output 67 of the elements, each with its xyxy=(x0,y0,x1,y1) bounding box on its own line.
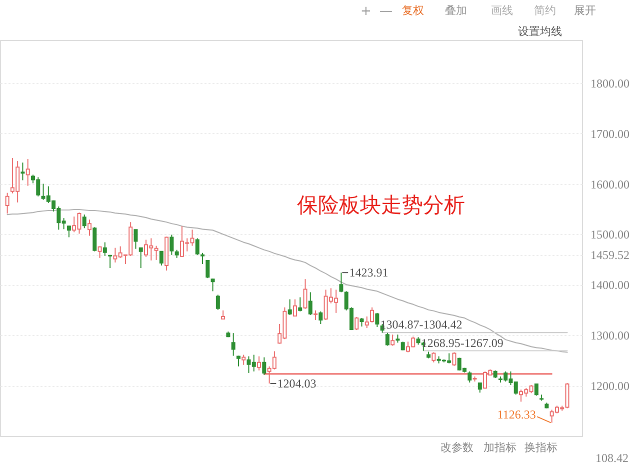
candlestick xyxy=(134,229,138,250)
candlestick xyxy=(565,382,570,409)
candlestick xyxy=(82,214,86,229)
y-tick-label: 1500.00 xyxy=(590,228,630,242)
candlestick xyxy=(242,354,246,366)
candlestick xyxy=(534,384,538,396)
candlestick xyxy=(354,316,359,331)
candlestick xyxy=(292,298,297,317)
candlestick xyxy=(298,296,302,312)
candlestick xyxy=(375,312,380,328)
text: 加指标 xyxy=(484,441,516,454)
annotation: 1423.91 xyxy=(349,266,388,280)
candlestick xyxy=(159,250,164,266)
text: 设置均线 xyxy=(518,25,562,38)
candlestick xyxy=(170,234,174,256)
candlestick xyxy=(390,334,395,346)
candlestick xyxy=(262,356,266,376)
candlestick xyxy=(468,370,472,384)
text: 复权 xyxy=(402,4,424,17)
annotation: 1204.03 xyxy=(277,376,316,391)
candlestick xyxy=(92,226,97,252)
candlestick xyxy=(206,259,210,279)
candlestick xyxy=(66,225,71,238)
candlestick xyxy=(288,298,292,316)
annotation: 1126.33 xyxy=(497,408,536,422)
candlestick xyxy=(108,254,112,269)
annotation: 1268.95-1267.09 xyxy=(421,336,504,350)
candlestick xyxy=(195,238,200,256)
candlestick xyxy=(210,278,215,292)
text: + xyxy=(360,4,372,19)
candlestick xyxy=(318,310,323,325)
candlestick xyxy=(257,356,262,371)
candlestick xyxy=(231,332,236,356)
candlestick xyxy=(138,247,143,269)
y-tick-label: 1600.00 xyxy=(590,177,630,192)
y-tick-label: 1300.00 xyxy=(590,328,630,343)
text: 改参数 xyxy=(440,441,474,454)
candlestick xyxy=(314,310,318,320)
candlestick xyxy=(308,292,312,316)
text: 保险板块走势分析 xyxy=(297,193,465,217)
candlestick xyxy=(88,219,92,236)
text: 108.42 xyxy=(596,451,628,465)
candlestick xyxy=(303,278,308,310)
y-tick-label: 1700.00 xyxy=(590,126,630,141)
candlestick xyxy=(221,310,226,320)
candlestick xyxy=(102,242,107,256)
text: 简约 xyxy=(534,4,556,17)
y-tick-label: 1400.00 xyxy=(590,278,630,292)
candlestick xyxy=(20,162,25,181)
text: 画线 xyxy=(491,4,513,17)
text: 换指标 xyxy=(524,441,558,454)
y-tick-label: 1200.00 xyxy=(590,379,630,394)
candlestick xyxy=(200,252,205,264)
candlestick xyxy=(26,158,30,186)
candlestick xyxy=(385,332,390,346)
y-tick-label: 1459.52 xyxy=(590,248,630,262)
candlestick xyxy=(216,294,220,310)
candlestick xyxy=(452,352,456,366)
text: — xyxy=(380,4,392,19)
candlestick xyxy=(432,352,436,363)
text: 展开 xyxy=(574,4,596,17)
annotation: 1304.87-1304.42 xyxy=(380,318,462,332)
text: 叠加 xyxy=(445,4,467,17)
candlestick xyxy=(5,192,10,214)
candlestick xyxy=(339,272,344,293)
y-tick-label: 1800.00 xyxy=(590,76,630,90)
candlestick xyxy=(478,382,482,394)
